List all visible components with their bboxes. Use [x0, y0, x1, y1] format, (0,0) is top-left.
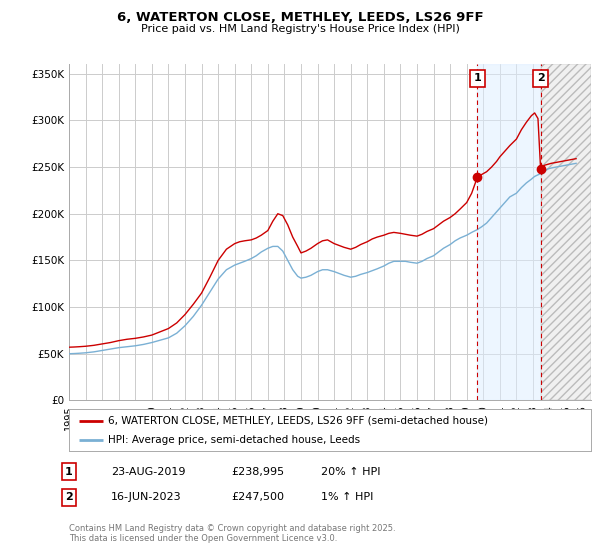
Text: 2: 2 — [65, 492, 73, 502]
Text: 23-AUG-2019: 23-AUG-2019 — [111, 466, 185, 477]
Bar — [541, 64, 591, 400]
Text: 6, WATERTON CLOSE, METHLEY, LEEDS, LS26 9FF: 6, WATERTON CLOSE, METHLEY, LEEDS, LS26 … — [116, 11, 484, 24]
Text: 1% ↑ HPI: 1% ↑ HPI — [321, 492, 373, 502]
Bar — [478, 64, 541, 400]
Text: Contains HM Land Registry data © Crown copyright and database right 2025.
This d: Contains HM Land Registry data © Crown c… — [69, 524, 395, 543]
Text: £238,995: £238,995 — [231, 466, 284, 477]
Text: Price paid vs. HM Land Registry's House Price Index (HPI): Price paid vs. HM Land Registry's House … — [140, 24, 460, 34]
Bar — [541, 64, 591, 400]
Text: 1: 1 — [473, 73, 481, 83]
Text: HPI: Average price, semi-detached house, Leeds: HPI: Average price, semi-detached house,… — [108, 435, 360, 445]
Text: 16-JUN-2023: 16-JUN-2023 — [111, 492, 182, 502]
Text: 2: 2 — [537, 73, 544, 83]
Text: 20% ↑ HPI: 20% ↑ HPI — [321, 466, 380, 477]
Text: £247,500: £247,500 — [231, 492, 284, 502]
Text: 6, WATERTON CLOSE, METHLEY, LEEDS, LS26 9FF (semi-detached house): 6, WATERTON CLOSE, METHLEY, LEEDS, LS26 … — [108, 416, 488, 426]
Text: 1: 1 — [65, 466, 73, 477]
